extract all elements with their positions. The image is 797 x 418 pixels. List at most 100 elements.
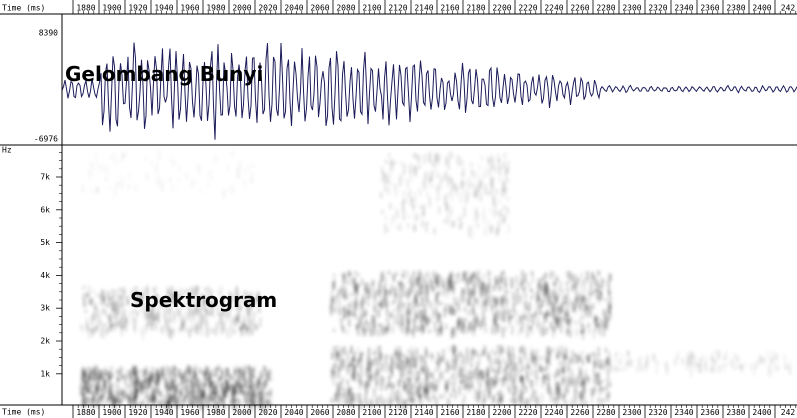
spectrogram-streak bbox=[237, 171, 240, 179]
spectrogram-streak bbox=[594, 288, 597, 293]
spectrogram-streak bbox=[398, 321, 401, 329]
spectrogram-streak bbox=[563, 356, 565, 366]
spectrogram-streak bbox=[123, 309, 126, 315]
spectrogram-streak bbox=[725, 351, 727, 360]
spectrogram-streak bbox=[108, 315, 111, 321]
spectrogram-streak bbox=[608, 273, 611, 282]
spectrogram-streak bbox=[641, 364, 643, 372]
spectrogram-streak bbox=[243, 371, 246, 381]
spectrogram-streak bbox=[191, 183, 193, 188]
spectrogram-streak bbox=[451, 373, 454, 379]
spectrogram-streak bbox=[367, 358, 370, 367]
spectrogram-streak bbox=[384, 289, 386, 298]
spectrogram-streak bbox=[418, 271, 421, 281]
spectrogram-streak bbox=[548, 295, 551, 306]
spectrogram-streak bbox=[582, 329, 585, 340]
spectrogram-streak bbox=[193, 297, 196, 308]
spectrogram-streak bbox=[333, 328, 335, 333]
spectrogram-streak bbox=[91, 390, 94, 402]
spectrogram-streak bbox=[507, 290, 510, 294]
spectrogram-streak bbox=[607, 315, 610, 323]
spectrogram-streak bbox=[369, 361, 372, 373]
spectrogram-streak bbox=[547, 303, 550, 309]
spectrogram-streak bbox=[91, 328, 94, 337]
spectrogram-streak bbox=[582, 278, 585, 286]
spectrogram-streak bbox=[393, 274, 396, 283]
spectrogram-streak bbox=[116, 316, 118, 327]
spectrogram-streak bbox=[516, 319, 519, 326]
spectrogram-streak bbox=[551, 289, 554, 298]
spectrogram-streak bbox=[124, 394, 127, 400]
spectrogram-streak bbox=[359, 352, 362, 360]
spectrogram-streak bbox=[204, 287, 207, 292]
spectrogram-streak bbox=[421, 284, 424, 295]
spectrogram-streak bbox=[593, 274, 595, 280]
spectrogram-streak bbox=[336, 295, 338, 307]
spectrogram-streak bbox=[583, 388, 586, 399]
spectrogram-streak bbox=[348, 319, 351, 327]
spectrogram-streak bbox=[552, 292, 555, 301]
spectrogram-streak bbox=[98, 320, 101, 328]
spectrogram-streak bbox=[148, 396, 151, 403]
spectrogram-streak bbox=[481, 375, 484, 380]
spectrogram-streak bbox=[185, 288, 188, 294]
spectrogram-streak bbox=[437, 152, 440, 161]
spectrogram-streak bbox=[447, 365, 450, 370]
spectrogram-streak bbox=[111, 372, 114, 378]
spectrogram-streak bbox=[619, 367, 621, 372]
spectrogram-streak bbox=[591, 392, 593, 404]
spectrogram-streak bbox=[82, 394, 85, 405]
spectrogram-streak bbox=[207, 394, 210, 398]
time-tick-label: 2140 bbox=[414, 408, 433, 417]
spectrogram-streak bbox=[435, 360, 438, 365]
spectrogram-streak bbox=[115, 398, 117, 404]
spectrogram-streak bbox=[526, 398, 529, 408]
spectrogram-streak bbox=[423, 290, 425, 301]
spectrogram-streak bbox=[405, 314, 408, 319]
spectrogram-streak bbox=[181, 387, 184, 397]
spectrogram-streak bbox=[638, 356, 641, 367]
time-tick-label: 2300 bbox=[622, 4, 641, 13]
spectrogram-streak bbox=[481, 282, 484, 290]
spectrogram-streak bbox=[174, 366, 177, 372]
spectrogram-streak bbox=[208, 328, 211, 333]
spectrogram-streak bbox=[445, 323, 448, 330]
spectrogram-streak bbox=[332, 376, 335, 386]
spectrogram-streak bbox=[224, 377, 227, 383]
spectrogram-streak bbox=[443, 393, 446, 399]
spectrogram-streak bbox=[356, 393, 359, 401]
spectrogram-streak bbox=[88, 289, 91, 298]
spectrogram-streak bbox=[210, 381, 213, 388]
spectrogram-streak bbox=[378, 359, 381, 365]
spectrogram-streak bbox=[592, 302, 595, 310]
spectrogram-streak bbox=[139, 303, 142, 307]
spectrogram-streak bbox=[439, 328, 442, 336]
spectrogram-streak bbox=[565, 305, 568, 315]
spectrogram-streak bbox=[337, 345, 340, 355]
spectrogram-streak bbox=[168, 327, 171, 338]
spectrogram-streak bbox=[457, 217, 460, 221]
spectrogram-streak bbox=[530, 271, 533, 275]
spectrogram-streak bbox=[202, 390, 205, 398]
spectrogram-streak bbox=[489, 383, 491, 393]
time-tick-label: 1920 bbox=[128, 4, 147, 13]
spectrogram-streak bbox=[387, 271, 390, 275]
spectrogram-streak bbox=[580, 314, 583, 321]
spectrogram-streak bbox=[389, 203, 392, 210]
spectrogram-streak bbox=[87, 285, 90, 289]
spectrogram-streak bbox=[258, 391, 261, 396]
spectrogram-streak bbox=[399, 296, 402, 301]
spectrogram-streak bbox=[435, 384, 438, 394]
spectrogram-streak bbox=[345, 280, 348, 286]
spectrogram-streak bbox=[229, 399, 232, 407]
spectrogram-streak bbox=[548, 385, 551, 391]
spectrogram-streak bbox=[733, 352, 736, 360]
spectrogram-streak bbox=[107, 291, 109, 300]
spectrogram-streak bbox=[655, 366, 658, 375]
spectrogram-streak bbox=[143, 303, 146, 315]
spectrogram-streak bbox=[95, 399, 98, 409]
spectrogram-streak bbox=[192, 386, 195, 394]
spectrogram-streak bbox=[479, 320, 482, 331]
spectrogram-streak bbox=[450, 151, 453, 159]
spectrogram-streak bbox=[353, 355, 356, 361]
